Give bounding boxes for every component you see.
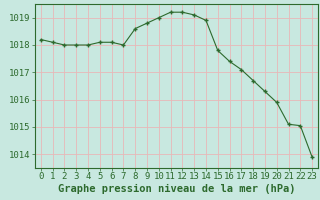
X-axis label: Graphe pression niveau de la mer (hPa): Graphe pression niveau de la mer (hPa) [58,184,295,194]
